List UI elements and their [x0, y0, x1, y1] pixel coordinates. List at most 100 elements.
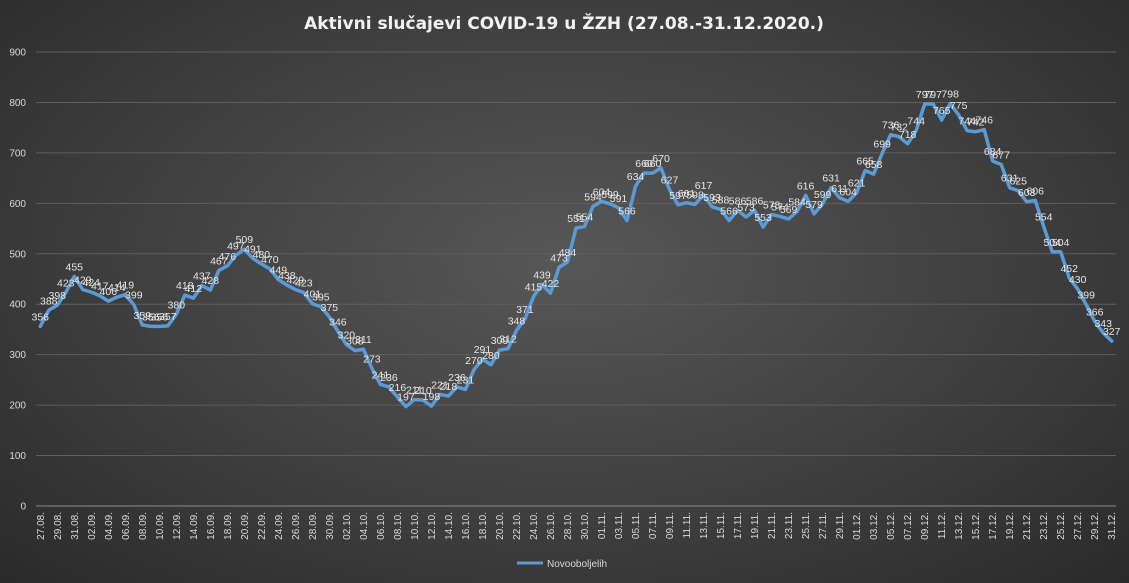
x-tick-label: 30.10. — [580, 512, 591, 540]
x-tick-label: 07.12. — [903, 512, 914, 540]
data-label: 423 — [295, 278, 313, 290]
data-label: 291 — [474, 344, 492, 356]
data-label: 586 — [729, 195, 747, 207]
data-label: 579 — [805, 199, 823, 211]
x-tick-label: 04.09. — [104, 512, 115, 540]
data-label: 419 — [117, 280, 135, 292]
data-label: 343 — [1094, 318, 1112, 330]
data-label: 375 — [321, 302, 339, 314]
x-tick-label: 09.11. — [665, 512, 676, 539]
data-label: 584 — [788, 196, 806, 208]
data-label: 412 — [185, 283, 203, 295]
x-tick-label: 20.10. — [495, 512, 506, 540]
x-tick-label: 27.11. — [818, 512, 829, 539]
data-label: 418 — [176, 280, 194, 292]
data-label: 551 — [567, 213, 585, 225]
y-tick-label: 300 — [9, 350, 26, 361]
y-tick-label: 700 — [9, 148, 26, 159]
y-tick-label: 600 — [9, 199, 26, 210]
data-label: 634 — [627, 171, 645, 183]
x-tick-label: 29.11. — [835, 512, 846, 539]
data-label: 631 — [822, 173, 840, 185]
data-label: 197 — [397, 392, 415, 404]
x-tick-label: 12.10. — [427, 512, 438, 540]
y-tick-label: 800 — [9, 98, 26, 109]
y-tick-label: 100 — [9, 451, 26, 462]
data-label: 273 — [363, 353, 381, 365]
x-tick-label: 26.10. — [546, 512, 557, 540]
y-tick-label: 200 — [9, 401, 26, 412]
data-label: 578 — [763, 199, 781, 211]
data-label: 366 — [1086, 306, 1104, 318]
data-label: 660 — [644, 158, 662, 170]
data-label: 665 — [856, 156, 874, 168]
data-label: 470 — [261, 254, 279, 266]
data-label: 430 — [1069, 274, 1087, 286]
gridlines — [36, 51, 1116, 507]
x-tick-label: 05.12. — [886, 512, 897, 540]
data-label: 586 — [746, 195, 764, 207]
data-label: 414 — [108, 282, 126, 294]
legend-label: Novooboljelih — [547, 559, 607, 570]
data-label: 603 — [1018, 187, 1036, 199]
legend: Novooboljelih — [517, 559, 607, 570]
x-tick-label: 15.12. — [971, 512, 982, 540]
x-tick-label: 04.10. — [359, 512, 370, 540]
series-line-novooboljelih — [38, 101, 1114, 409]
x-tick-label: 31.08. — [70, 512, 81, 540]
x-tick-label: 07.11. — [648, 512, 659, 539]
x-tick-label: 16.10. — [461, 512, 472, 540]
data-label: 236 — [448, 372, 466, 384]
data-label: 467 — [210, 255, 228, 267]
x-tick-label: 28.10. — [563, 512, 574, 540]
x-tick-label: 15.11. — [716, 512, 727, 539]
y-axis: 0 100 200 300 400 500 600 700 800 900 — [9, 48, 26, 513]
data-label: 746 — [975, 115, 993, 127]
x-tick-label: 17.11. — [733, 512, 744, 539]
data-label: 604 — [839, 186, 857, 198]
data-label: 327 — [1103, 326, 1121, 338]
x-tick-label: 26.09. — [291, 512, 302, 540]
data-label: 429 — [74, 275, 92, 287]
x-tick-label: 23.11. — [784, 512, 795, 539]
data-label: 491 — [244, 243, 262, 255]
x-tick-label: 31.12. — [1107, 512, 1118, 540]
x-tick-label: 08.09. — [138, 512, 149, 540]
x-tick-label: 18.09. — [223, 512, 234, 540]
x-tick-label: 14.09. — [189, 512, 200, 540]
x-tick-label: 05.11. — [631, 512, 642, 539]
x-tick-label: 29.08. — [53, 512, 64, 540]
data-label: 765 — [933, 105, 951, 117]
data-label: 566 — [720, 205, 738, 217]
data-label: 476 — [219, 251, 237, 263]
x-tick-label: 24.10. — [529, 512, 540, 540]
data-label: 480 — [253, 249, 271, 261]
x-tick-label: 25.11. — [801, 512, 812, 539]
x-tick-label: 21.12. — [1022, 512, 1033, 540]
data-label: 423 — [57, 278, 75, 290]
x-tick-label: 17.12. — [988, 512, 999, 540]
data-label: 742 — [967, 117, 985, 129]
data-label: 198 — [423, 391, 441, 403]
data-label: 658 — [865, 159, 883, 171]
x-tick-label: 02.09. — [87, 512, 98, 540]
x-tick-label: 28.09. — [308, 512, 319, 540]
data-label: 798 — [941, 88, 959, 100]
data-label: 484 — [559, 247, 577, 259]
data-label: 428 — [202, 275, 220, 287]
series-layer — [38, 101, 1114, 409]
x-tick-label: 10.10. — [410, 512, 421, 540]
x-tick-label: 16.09. — [206, 512, 217, 540]
data-label: 631 — [1001, 173, 1019, 185]
data-label: 504 — [1043, 237, 1061, 249]
data-label: 606 — [1026, 185, 1044, 197]
x-tick-label: 09.12. — [920, 512, 931, 540]
data-label: 429 — [287, 275, 305, 287]
x-tick-label: 24.09. — [274, 512, 285, 540]
data-label: 210 — [414, 385, 432, 397]
data-label: 594 — [584, 191, 602, 203]
data-label: 732 — [890, 122, 908, 134]
data-label: 677 — [992, 149, 1010, 161]
